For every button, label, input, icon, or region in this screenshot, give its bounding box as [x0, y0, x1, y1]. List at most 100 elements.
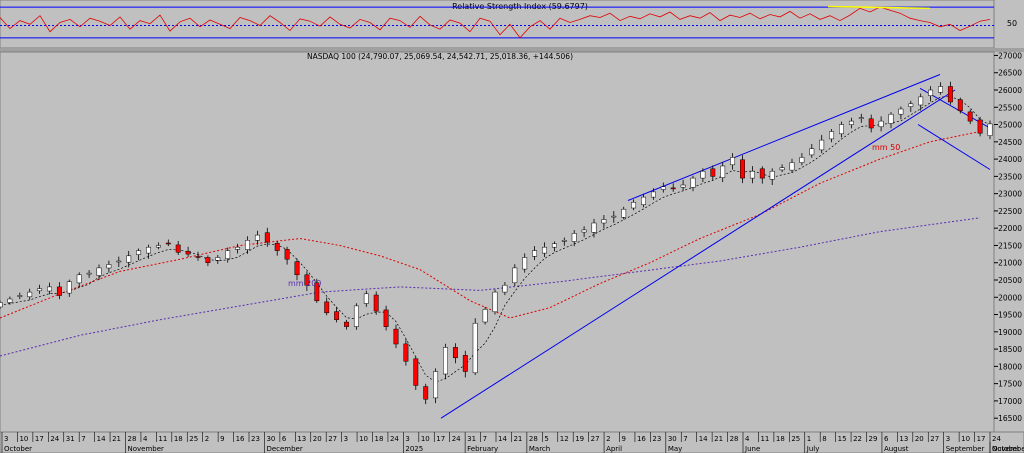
- candle-body: [868, 118, 874, 129]
- x-tick-label: 3: [405, 435, 409, 443]
- rsi-title: Relative Strength Index (59.6797): [452, 2, 588, 11]
- candle-body: [383, 309, 389, 327]
- candle-body: [502, 284, 508, 293]
- x-tick-label: 25: [791, 435, 800, 443]
- y-tick-label: 23000: [998, 190, 1022, 199]
- candle-body: [482, 309, 488, 323]
- candle-body: [47, 286, 52, 292]
- candle-body: [680, 184, 686, 188]
- x-tick-label: 20: [915, 435, 924, 443]
- x-tick-label: 7: [683, 435, 687, 443]
- x-tick-label: 2: [606, 435, 610, 443]
- candle-body: [542, 246, 547, 254]
- candle-body: [848, 120, 854, 125]
- ma200-label: mm 200: [288, 279, 321, 288]
- candle-body: [37, 288, 43, 292]
- candle-body: [710, 168, 716, 177]
- candle-body: [670, 187, 676, 190]
- month-label: December: [266, 445, 302, 453]
- x-tick-label: 7: [81, 435, 85, 443]
- trendline-falling-channel-lower[interactable]: [917, 124, 991, 170]
- month-label: May: [668, 445, 682, 453]
- rsi-line: [0, 6, 991, 39]
- x-tick-label: 24: [452, 435, 461, 443]
- candle-body: [928, 89, 934, 96]
- price-title: NASDAQ 100 (24,790.07, 25,069.54, 24,542…: [307, 52, 573, 61]
- x-tick-label: 17: [35, 435, 44, 443]
- y-tick-label: 23500: [998, 172, 1022, 181]
- y-tick-label: 24500: [998, 138, 1022, 147]
- rsi-divergence-line: [827, 5, 931, 10]
- candle-body: [858, 117, 864, 119]
- candle-body: [779, 167, 785, 171]
- candle-body: [987, 123, 993, 136]
- candle-body: [611, 215, 617, 218]
- panel-separator[interactable]: [0, 48, 1024, 52]
- y-tick-label: 25500: [998, 103, 1022, 112]
- x-tick-label: 28: [529, 435, 538, 443]
- candle-body: [76, 274, 82, 284]
- x-tick-label: 9: [220, 435, 224, 443]
- candle-body: [690, 177, 696, 188]
- candle-body: [175, 244, 181, 253]
- x-tick-label: 31: [66, 435, 75, 443]
- y-tick-label: 26500: [998, 69, 1022, 78]
- candle-body: [126, 255, 132, 263]
- candle-body: [27, 291, 33, 298]
- y-tick-label: 26000: [998, 86, 1022, 95]
- x-tick-label: 12: [560, 435, 569, 443]
- candle-body: [116, 260, 122, 263]
- candle-body: [304, 274, 310, 286]
- candle-body: [749, 170, 755, 179]
- y-tick-label: 19000: [998, 328, 1022, 337]
- candle-body: [650, 191, 656, 198]
- candle-body: [96, 267, 102, 276]
- x-tick-label: 3: [344, 435, 348, 443]
- candle-body: [512, 267, 518, 284]
- candle-body: [353, 305, 359, 327]
- x-tick-label: 3: [946, 435, 950, 443]
- y-tick-label: 19500: [998, 311, 1022, 320]
- candle-body: [947, 86, 953, 103]
- candle-body: [86, 272, 92, 275]
- x-tick-label: 16: [236, 435, 245, 443]
- x-tick-label: 27: [930, 435, 939, 443]
- candle-body: [472, 322, 478, 374]
- candle-body: [403, 343, 409, 362]
- x-tick-label: 23: [652, 435, 661, 443]
- candle-body: [977, 119, 983, 134]
- candle-body: [284, 249, 290, 260]
- y-tick-label: 20000: [998, 293, 1022, 302]
- candle-body: [740, 159, 745, 179]
- ma50-line: [0, 131, 981, 319]
- candle-body: [106, 264, 112, 269]
- candle-body: [551, 243, 557, 248]
- candle-body: [492, 291, 498, 313]
- candle-body: [0, 302, 3, 308]
- x-tick-label: 18: [174, 435, 183, 443]
- x-tick-label: 23: [251, 435, 260, 443]
- candle-body: [17, 295, 23, 297]
- candle-body: [136, 250, 142, 255]
- y-tick-label: 18000: [998, 362, 1022, 371]
- x-tick-label: 18: [375, 435, 384, 443]
- month-label: October: [4, 445, 32, 453]
- trendline-upper-channel[interactable]: [627, 74, 941, 201]
- x-tick-label: 10: [961, 435, 970, 443]
- candle-body: [730, 157, 736, 166]
- candle-body: [393, 328, 399, 345]
- candle-body: [264, 232, 270, 243]
- x-tick-label: 13: [899, 435, 908, 443]
- x-tick-label: 30: [668, 435, 677, 443]
- y-tick-label: 18500: [998, 345, 1022, 354]
- candle-body: [423, 386, 429, 400]
- candle-body: [205, 257, 211, 263]
- candle-body: [720, 165, 726, 178]
- candle-body: [334, 311, 340, 320]
- candle-body: [918, 96, 924, 106]
- month-label: November: [128, 445, 165, 453]
- trendline-support[interactable]: [440, 89, 956, 419]
- x-tick-label: 11: [760, 435, 769, 443]
